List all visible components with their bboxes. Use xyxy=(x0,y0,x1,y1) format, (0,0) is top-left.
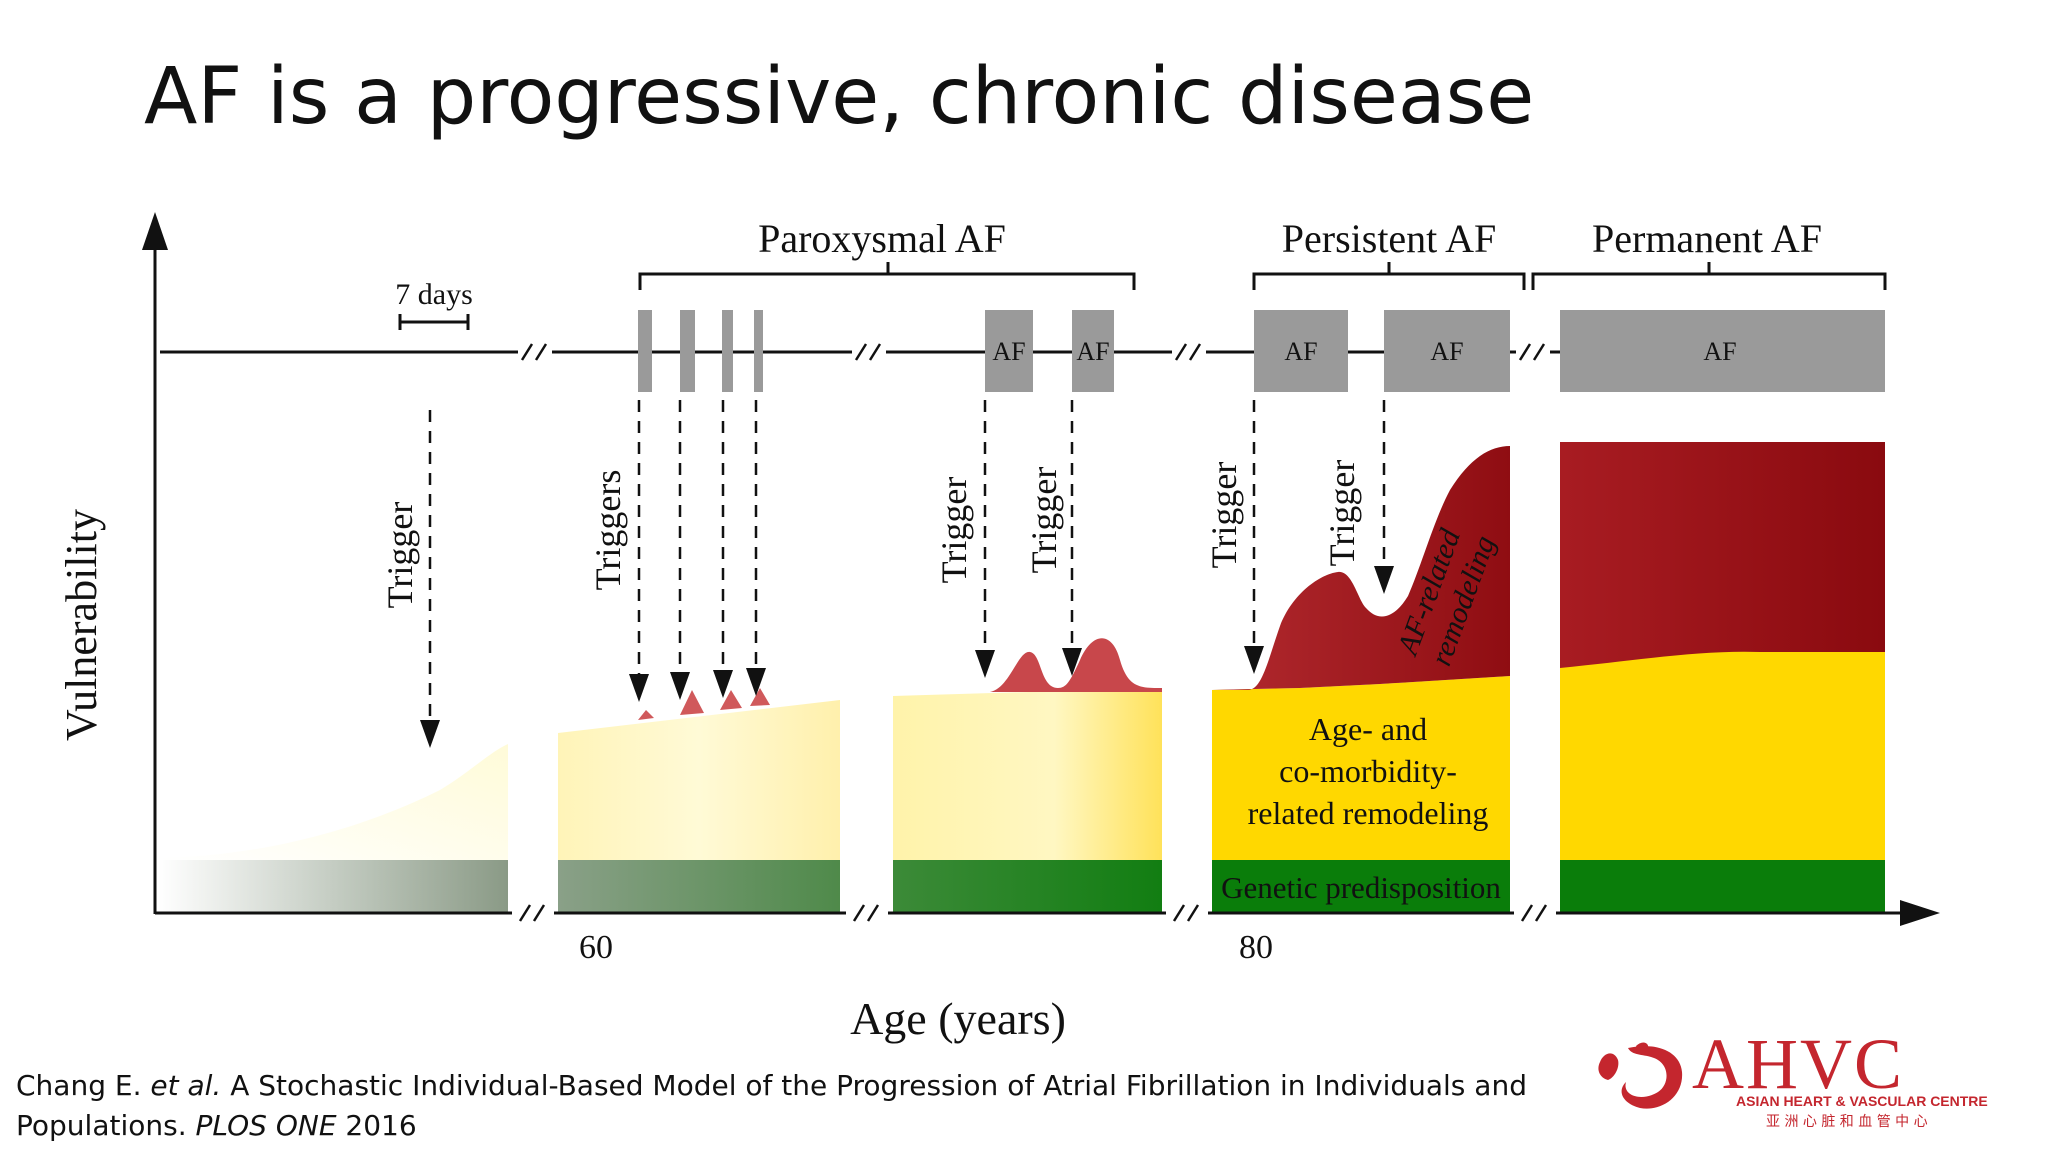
citation: Chang E. et al. A Stochastic Individual-… xyxy=(16,1066,1576,1146)
x-axis-breaks xyxy=(512,903,1556,923)
scale-bar-label: 7 days xyxy=(395,278,473,311)
phase-label-permanent: Permanent AF xyxy=(1592,216,1822,261)
af-remodeling-segment-5 xyxy=(1560,442,1885,682)
trigger-label: Trigger xyxy=(1204,462,1244,569)
paroxysmal-short-episodes xyxy=(638,310,763,392)
genetic-layer-segment-1 xyxy=(158,860,508,912)
citation-line-1: Chang E. et al. A Stochastic Individual-… xyxy=(16,1066,1576,1106)
genetic-predisposition-label: Genetic predisposition xyxy=(1221,870,1501,905)
af-episode-box xyxy=(985,310,1033,392)
citation-line-2: Populations. PLOS ONE 2016 xyxy=(16,1106,1576,1146)
af-episode-box xyxy=(1560,310,1885,392)
age-comorbidity-label-line3: related remodeling xyxy=(1248,795,1489,831)
af-episode-label: AF xyxy=(1284,337,1317,366)
af-episode-label: AF xyxy=(992,337,1025,366)
af-episode-box xyxy=(1072,310,1114,392)
citation-et-al: et al. xyxy=(150,1069,222,1102)
age-layer-segment-4 xyxy=(1212,676,1510,860)
y-axis-label: Vulnerability xyxy=(57,509,106,741)
phase-label-persistent: Persistent AF xyxy=(1282,216,1496,261)
trigger-label: Trigger xyxy=(380,502,420,609)
age-comorbidity-label-line2: co-morbidity- xyxy=(1279,753,1457,789)
age-layer-segment-5 xyxy=(1560,651,1885,860)
age-layer-segment-1 xyxy=(158,744,508,860)
trigger-label: Trigger xyxy=(1322,460,1362,567)
af-episode-label: AF xyxy=(1076,337,1109,366)
af-episode-label: AF xyxy=(1430,337,1463,366)
logo-subtitle: ASIAN HEART & VASCULAR CENTRE xyxy=(1736,1093,1988,1109)
citation-title-part2: Populations. xyxy=(16,1109,196,1142)
citation-title-part1: A Stochastic Individual-Based Model of t… xyxy=(221,1069,1527,1102)
genetic-layer-segment-5 xyxy=(1560,860,1885,912)
af-episode-label: AF xyxy=(1703,337,1736,366)
af-episode-box xyxy=(1254,310,1348,392)
trigger-arrows xyxy=(428,400,1386,722)
age-comorbidity-label-line1: Age- and xyxy=(1309,711,1427,747)
trigger-arrowheads xyxy=(420,566,1394,748)
triggers-label: Triggers xyxy=(588,470,628,591)
genetic-layer-segment-3 xyxy=(893,860,1162,912)
logo-mark: AHVC xyxy=(1692,1024,1904,1104)
phase-label-paroxysmal: Paroxysmal AF xyxy=(758,216,1006,261)
heart-swirl-icon xyxy=(1598,1042,1683,1109)
af-bumps-segment-3 xyxy=(990,638,1162,692)
scale-bar xyxy=(398,314,470,330)
genetic-layer-segment-4 xyxy=(1212,860,1510,912)
trigger-label: Trigger xyxy=(1024,467,1064,574)
citation-journal: PLOS ONE xyxy=(195,1109,337,1142)
trigger-bumps-segment-2 xyxy=(638,688,770,720)
timeline-breaks xyxy=(518,342,1550,362)
citation-year: 2016 xyxy=(336,1109,417,1142)
phase-brackets xyxy=(638,262,1887,290)
citation-authors: Chang E. xyxy=(16,1069,151,1102)
af-episode-box xyxy=(1384,310,1510,392)
af-remodeling-segment-4 xyxy=(1212,446,1510,690)
x-axis-arrow xyxy=(1900,900,1940,926)
age-layer-segment-3 xyxy=(893,688,1162,860)
logo-chinese: 亚 洲 心 脏 和 血 管 中 心 xyxy=(1766,1114,1928,1130)
x-tick-80: 80 xyxy=(1239,929,1273,966)
age-layer-segment-2 xyxy=(558,700,840,860)
x-tick-60: 60 xyxy=(579,929,613,966)
x-axis-label: Age (years) xyxy=(850,993,1066,1044)
slide-title: AF is a progressive, chronic disease xyxy=(144,52,1535,142)
trigger-label: Trigger xyxy=(934,477,974,584)
ahvc-logo: AHVC ASIAN HEART & VASCULAR CENTRE 亚 洲 心… xyxy=(1598,1024,1988,1130)
genetic-layer-segment-2 xyxy=(558,860,840,912)
y-axis-arrow xyxy=(142,212,168,250)
